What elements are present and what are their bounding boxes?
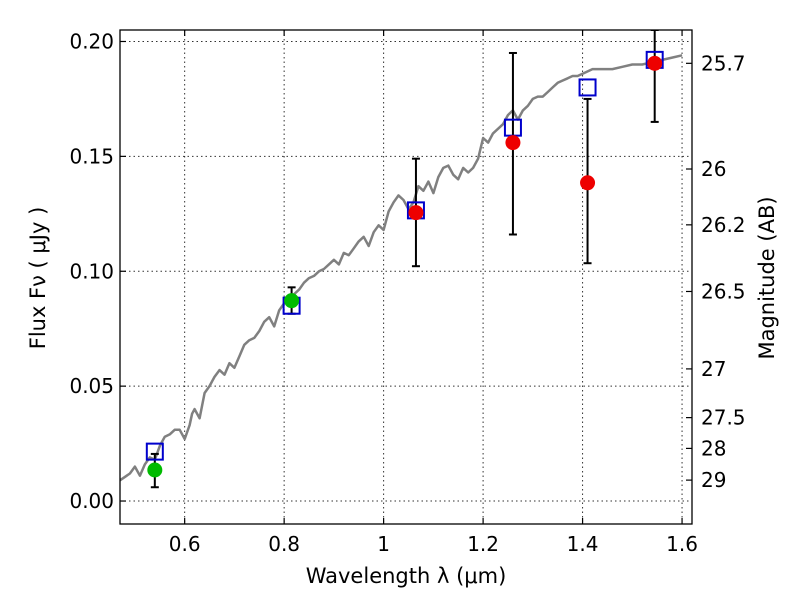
nir-data-point [505,135,521,151]
x-tick-label: 0.6 [169,532,201,556]
synthetic-square-marker [578,78,597,97]
y-tick-label: 0.05 [69,374,114,398]
nir-data-point [647,55,663,71]
x-axis-title: Wavelength λ (μm) [306,564,507,588]
mag-tick-label: 26.2 [701,213,746,237]
x-tick-label: 1.2 [467,532,499,556]
right-axis-title: Magnitude (AB) [755,196,779,359]
plot-clip-group [120,30,683,489]
x-tick-label: 1.6 [666,532,698,556]
x-tick-label: 1 [377,532,390,556]
model-spectrum-line [120,54,683,482]
optical-data-point [284,293,300,309]
plot-frame [119,29,693,525]
y-tick-label: 0.00 [69,489,114,513]
nir-data-point [408,205,424,221]
synthetic-square-marker [145,442,164,461]
mag-tick-label: 27.5 [701,406,746,430]
y-axis-title: Flux Fν ( μJy ) [26,207,50,350]
y-tick-label: 0.15 [69,144,114,168]
mag-tick-label: 28 [701,436,726,460]
x-tick-label: 0.8 [268,532,300,556]
optical-data-point [147,462,163,478]
mag-tick-label: 25.7 [701,51,746,75]
x-tick-label: 1.4 [567,532,599,556]
y-tick-label: 0.10 [69,259,114,283]
nir-data-point [580,175,596,191]
y-tick-label: 0.20 [69,29,114,53]
plot-area [120,30,683,489]
mag-tick-label: 29 [701,468,726,492]
mag-tick-label: 27 [701,357,726,381]
axes-ticks: 0.6 0.8 1 1.2 1.4 1.6 0.00 0.05 0.10 0.15 0.20 25.7… [69,29,745,556]
mag-tick-label: 26.5 [701,279,746,303]
mag-tick-label: 26 [701,157,726,181]
grid [120,30,692,524]
